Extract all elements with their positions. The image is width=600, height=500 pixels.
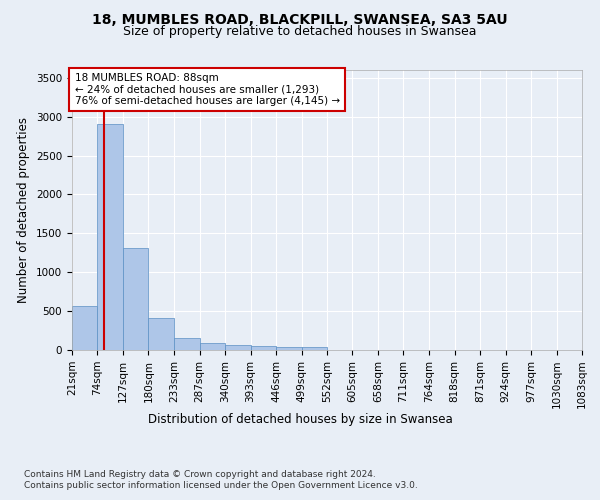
- Text: Size of property relative to detached houses in Swansea: Size of property relative to detached ho…: [123, 25, 477, 38]
- Text: Distribution of detached houses by size in Swansea: Distribution of detached houses by size …: [148, 412, 452, 426]
- Y-axis label: Number of detached properties: Number of detached properties: [17, 117, 31, 303]
- Bar: [251, 346, 276, 350]
- Text: 18, MUMBLES ROAD, BLACKPILL, SWANSEA, SA3 5AU: 18, MUMBLES ROAD, BLACKPILL, SWANSEA, SA…: [92, 12, 508, 26]
- Bar: [200, 344, 225, 350]
- Bar: [72, 306, 97, 350]
- Text: Contains HM Land Registry data © Crown copyright and database right 2024.: Contains HM Land Registry data © Crown c…: [24, 470, 376, 479]
- Bar: [225, 346, 251, 350]
- Bar: [123, 248, 148, 350]
- Bar: [302, 347, 327, 350]
- Bar: [276, 346, 302, 350]
- Bar: [148, 318, 174, 350]
- Text: 18 MUMBLES ROAD: 88sqm
← 24% of detached houses are smaller (1,293)
76% of semi-: 18 MUMBLES ROAD: 88sqm ← 24% of detached…: [74, 73, 340, 106]
- Text: Contains public sector information licensed under the Open Government Licence v3: Contains public sector information licen…: [24, 481, 418, 490]
- Bar: [97, 124, 123, 350]
- Bar: [174, 338, 200, 350]
